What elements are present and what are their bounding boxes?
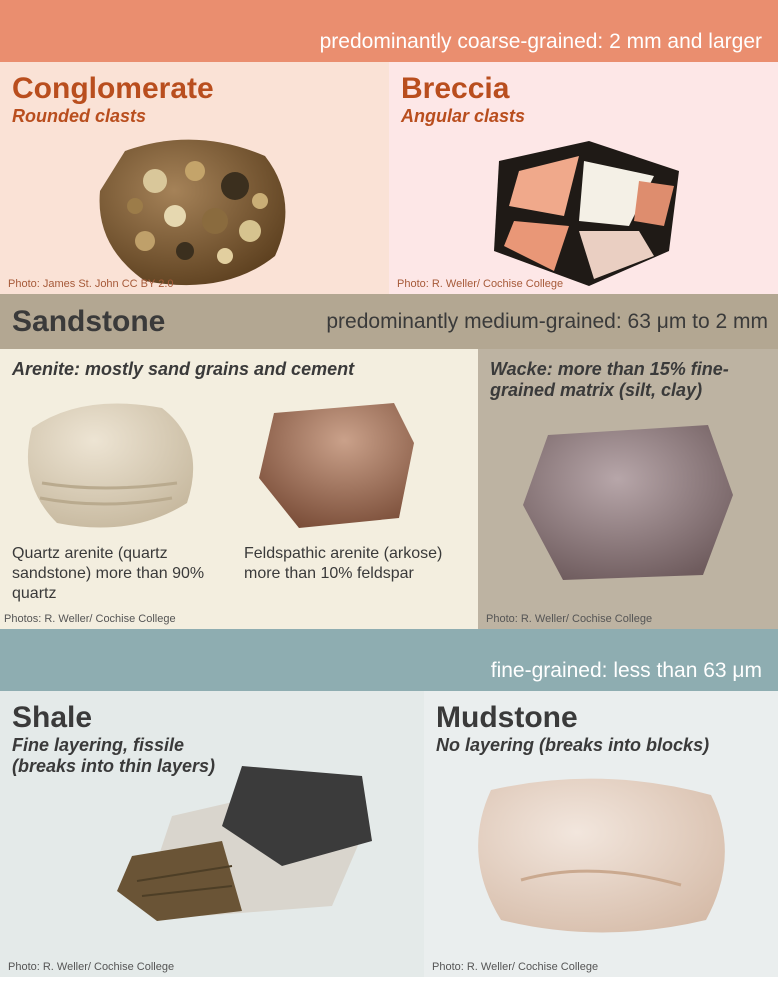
breccia-image	[469, 131, 699, 291]
mudstone-subtitle: No layering (breaks into blocks)	[436, 735, 766, 756]
feldspathic-arenite-label: Feldspathic arenite (arkose) more than 1…	[244, 544, 466, 584]
mudstone-credit: Photo: R. Weller/ Cochise College	[432, 961, 598, 973]
fine-banner: fine-grained: less than 63 μm	[0, 629, 778, 691]
coarse-row: Conglomerate Rounded clasts	[0, 62, 778, 294]
conglomerate-subtitle: Rounded clasts	[12, 106, 377, 127]
mudstone-title: Mudstone	[436, 701, 766, 735]
shale-credit: Photo: R. Weller/ Cochise College	[8, 961, 174, 973]
wacke-panel: Wacke: more than 15% fine-grained matrix…	[478, 349, 778, 629]
quartz-arenite-image	[12, 388, 212, 538]
medium-banner: Sandstone predominantly medium-grained: …	[0, 294, 778, 349]
breccia-credit: Photo: R. Weller/ Cochise College	[397, 278, 563, 290]
breccia-title: Breccia	[401, 72, 766, 106]
conglomerate-image	[85, 131, 305, 291]
quartz-arenite-item: Quartz arenite (quartz sandstone) more t…	[12, 388, 234, 604]
conglomerate-title: Conglomerate	[12, 72, 377, 106]
breccia-panel: Breccia Angular clasts Photo: R. Weller/…	[389, 62, 778, 294]
infographic-container: predominantly coarse-grained: 2 mm and l…	[0, 0, 778, 977]
wacke-image	[508, 405, 748, 595]
breccia-subtitle: Angular clasts	[401, 106, 766, 127]
medium-banner-text: predominantly medium-grained: 63 μm to 2…	[326, 310, 768, 334]
arenite-desc: Arenite: mostly sand grains and cement	[12, 359, 466, 380]
conglomerate-panel: Conglomerate Rounded clasts	[0, 62, 389, 294]
coarse-banner-text: predominantly coarse-grained: 2 mm and l…	[320, 30, 762, 54]
mudstone-panel: Mudstone No layering (breaks into blocks…	[424, 691, 778, 977]
arenite-pair: Quartz arenite (quartz sandstone) more t…	[12, 388, 466, 604]
feldspathic-arenite-item: Feldspathic arenite (arkose) more than 1…	[244, 388, 466, 604]
fine-banner-text: fine-grained: less than 63 μm	[491, 659, 762, 683]
wacke-credit: Photo: R. Weller/ Cochise College	[486, 613, 652, 625]
feldspathic-arenite-image	[244, 388, 424, 538]
mudstone-image	[451, 760, 751, 950]
sandstone-row: Arenite: mostly sand grains and cement Q…	[0, 349, 778, 629]
arenite-panel: Arenite: mostly sand grains and cement Q…	[0, 349, 478, 629]
shale-title: Shale	[12, 701, 412, 735]
wacke-desc: Wacke: more than 15% fine-grained matrix…	[490, 359, 766, 401]
quartz-arenite-label: Quartz arenite (quartz sandstone) more t…	[12, 544, 234, 604]
conglomerate-credit: Photo: James St. John CC BY 2.0	[8, 278, 174, 290]
shale-panel: Shale Fine layering, fissile (breaks int…	[0, 691, 424, 977]
coarse-banner: predominantly coarse-grained: 2 mm and l…	[0, 0, 778, 62]
shale-subtitle: Fine layering, fissile (breaks into thin…	[12, 735, 222, 776]
sandstone-section-title: Sandstone	[12, 305, 165, 339]
fine-row: Shale Fine layering, fissile (breaks int…	[0, 691, 778, 977]
arenite-credit: Photos: R. Weller/ Cochise College	[4, 613, 176, 625]
